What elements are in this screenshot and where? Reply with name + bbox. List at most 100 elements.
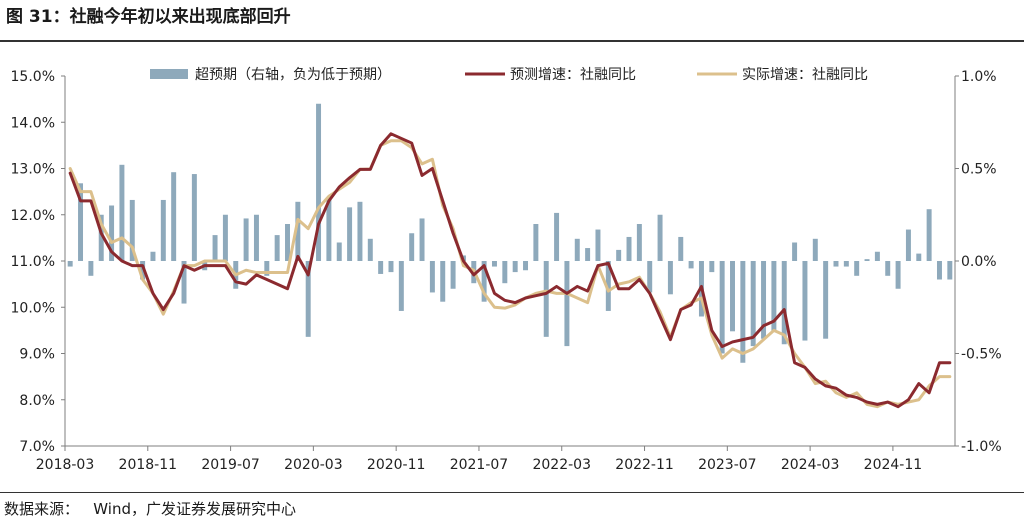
- bar: [388, 261, 394, 273]
- bar: [543, 261, 549, 337]
- x-tick-label: 2018-03: [36, 457, 95, 473]
- bar: [781, 261, 787, 345]
- bar: [802, 261, 808, 341]
- bar: [491, 261, 497, 267]
- bar: [378, 261, 384, 274]
- bar: [357, 201, 363, 261]
- left-tick-label: 15.0%: [11, 69, 55, 85]
- bar: [243, 218, 249, 261]
- x-tick-label: 2024-11: [864, 457, 923, 473]
- bar: [429, 261, 435, 293]
- legend-swatch: [150, 69, 188, 79]
- bar: [481, 261, 487, 302]
- bar: [398, 261, 404, 311]
- bar: [512, 261, 518, 273]
- bar: [212, 235, 218, 261]
- top-divider: [0, 40, 1024, 42]
- legend-label: 实际增速：社融同比: [742, 67, 868, 83]
- bar: [823, 261, 829, 339]
- legend-label: 超预期（右轴，负为低于预期）: [195, 67, 391, 83]
- bar: [222, 214, 228, 261]
- axes-layer: [61, 75, 959, 451]
- bar: [574, 238, 580, 261]
- bar: [812, 238, 818, 261]
- bar: [916, 253, 922, 261]
- bar: [626, 236, 632, 261]
- bar: [419, 218, 425, 261]
- bar: [150, 251, 156, 261]
- bar: [88, 261, 94, 276]
- bar: [191, 174, 197, 261]
- bar: [253, 214, 259, 261]
- bar: [657, 214, 663, 261]
- left-tick-label: 7.0%: [19, 439, 55, 455]
- bar: [947, 261, 953, 280]
- x-tick-label: 2021-07: [450, 457, 509, 473]
- bar: [667, 261, 673, 295]
- x-tick-label: 2024-03: [781, 457, 840, 473]
- bar: [502, 261, 508, 284]
- x-tick-label: 2022-11: [615, 457, 674, 473]
- right-tick-label: 0.5%: [961, 162, 997, 178]
- bar: [295, 201, 301, 261]
- bar: [440, 261, 446, 302]
- x-tick-label: 2020-03: [284, 457, 343, 473]
- bar: [554, 212, 560, 261]
- series-line: [68, 132, 952, 409]
- bottom-divider: [0, 492, 1024, 493]
- bar: [688, 261, 694, 269]
- right-tick-label: 1.0%: [961, 69, 997, 85]
- bar: [616, 249, 622, 261]
- bar: [719, 261, 725, 354]
- bar: [336, 242, 342, 261]
- left-tick-label: 14.0%: [11, 115, 55, 131]
- right-tick-label: 0.0%: [961, 254, 997, 270]
- bar: [119, 164, 125, 261]
- bar: [160, 199, 166, 261]
- bar: [792, 242, 798, 261]
- bar: [140, 261, 146, 280]
- bar: [709, 261, 715, 273]
- bar: [274, 235, 280, 261]
- left-tick-label: 11.0%: [11, 254, 55, 270]
- bar: [316, 103, 322, 261]
- bar: [585, 248, 591, 261]
- line-series-layer: [68, 132, 952, 409]
- x-tick-label: 2022-03: [532, 457, 591, 473]
- source-note: 数据来源： Wind，广发证券发展研究中心: [4, 500, 297, 518]
- bar: [771, 261, 777, 332]
- bar: [67, 261, 73, 267]
- bar: [761, 261, 767, 339]
- bar: [595, 229, 601, 261]
- x-tick-label: 2020-11: [367, 457, 426, 473]
- bar: [740, 261, 746, 363]
- bar: [109, 205, 115, 261]
- bar: [181, 261, 187, 304]
- bar: [264, 261, 270, 276]
- x-tick-label: 2023-07: [698, 457, 757, 473]
- right-tick-label: -1.0%: [961, 439, 1002, 455]
- bar: [750, 261, 756, 347]
- bar: [367, 238, 373, 261]
- bar: [347, 207, 353, 261]
- bar: [895, 261, 901, 289]
- figure-title: 图 31：社融今年初以来出现底部回升: [6, 7, 291, 27]
- bar: [874, 251, 880, 261]
- bar: [885, 261, 891, 276]
- bar: [926, 209, 932, 261]
- left-tick-label: 8.0%: [19, 393, 55, 409]
- bar: [843, 261, 849, 267]
- bar: [905, 229, 911, 261]
- legend-label: 预测增速：社融同比: [510, 67, 636, 83]
- bar: [326, 198, 332, 261]
- bar: [864, 259, 870, 261]
- x-tick-label: 2019-07: [201, 457, 260, 473]
- bar: [450, 261, 456, 289]
- bar: [409, 233, 415, 261]
- bar: [647, 261, 653, 293]
- bar: [285, 224, 290, 261]
- tick-label-layer: 15.0% 14.0% 13.0% 12.0% 11.0% 10.0% 9.0% 8.0% 7.…: [11, 69, 1002, 473]
- bar: [636, 224, 642, 261]
- bar: [730, 261, 735, 332]
- left-tick-label: 10.0%: [11, 300, 55, 316]
